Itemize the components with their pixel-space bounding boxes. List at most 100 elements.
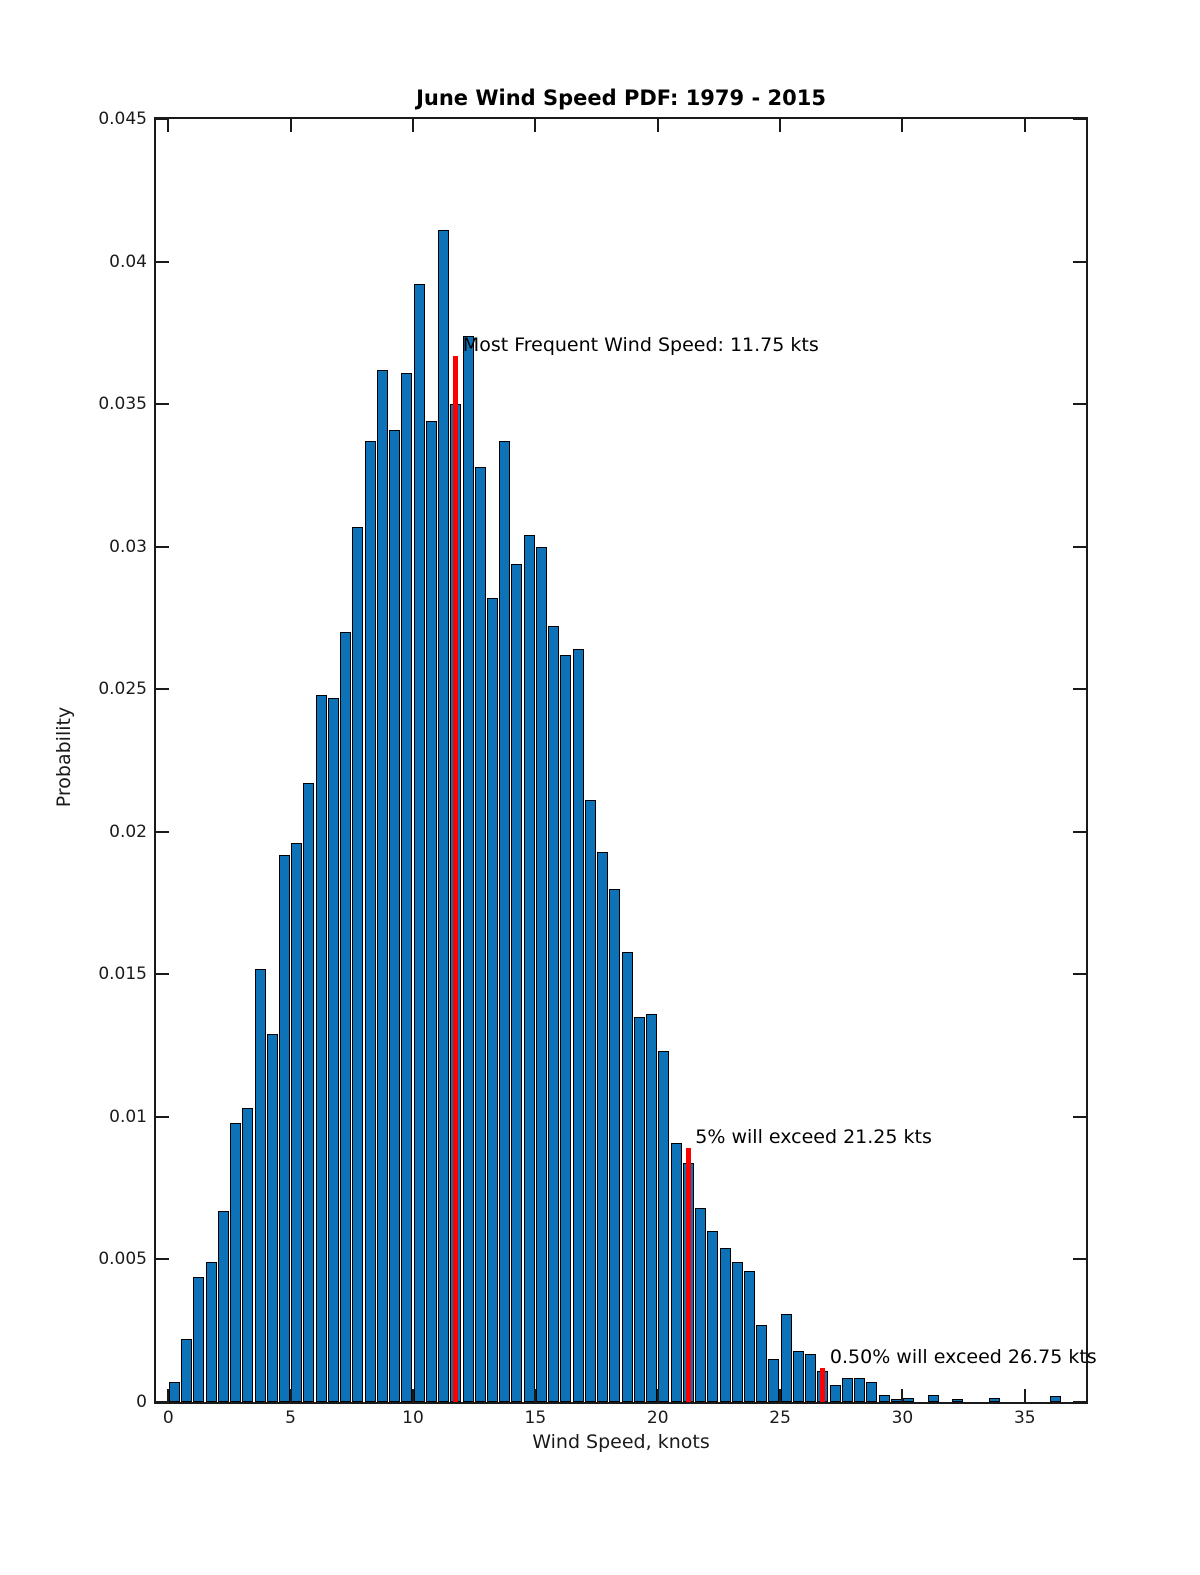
histogram-bar	[425, 421, 437, 1402]
x-tick-top	[656, 119, 659, 132]
y-tick-right	[1073, 1258, 1086, 1261]
x-tick-label: 25	[769, 1408, 791, 1428]
histogram-bar	[499, 441, 511, 1402]
histogram-bar	[805, 1353, 817, 1402]
x-tick-label: 20	[646, 1408, 669, 1428]
histogram-bar	[707, 1230, 719, 1402]
x-tick-bottom	[656, 1389, 659, 1402]
histogram-bar	[242, 1108, 254, 1402]
histogram-bar	[535, 546, 547, 1402]
x-tick-bottom	[901, 1389, 904, 1402]
y-tick-left	[156, 403, 169, 406]
x-tick-top	[167, 119, 170, 132]
y-tick-label: 0.005	[98, 1249, 147, 1270]
plot-area	[154, 117, 1088, 1404]
histogram-bar	[890, 1399, 902, 1402]
histogram-bar	[731, 1262, 743, 1402]
y-tick-label: 0.03	[109, 536, 147, 557]
histogram-bar	[756, 1325, 768, 1402]
x-tick-top	[289, 119, 292, 132]
x-tick-top	[1023, 119, 1026, 132]
y-axis-label: Probability	[53, 706, 75, 808]
histogram-bar	[792, 1350, 804, 1402]
histogram-bar	[217, 1210, 229, 1402]
histogram-bar	[487, 597, 498, 1402]
annotation-label-26.75: 0.50% will exceed 26.75 kts	[829, 1345, 1097, 1368]
x-tick-top	[901, 119, 904, 132]
y-tick-right	[1073, 973, 1086, 976]
histogram-bar	[413, 284, 425, 1402]
histogram-bar	[315, 694, 327, 1402]
x-tick-label: 35	[1013, 1408, 1036, 1428]
y-tick-left	[156, 1115, 169, 1118]
y-tick-right	[1073, 545, 1086, 548]
histogram-bar	[572, 649, 584, 1402]
histogram-bar	[364, 441, 376, 1402]
y-tick-right	[1073, 830, 1086, 833]
histogram-bar	[181, 1339, 193, 1402]
x-tick-top	[411, 119, 414, 132]
histogram-bar	[327, 697, 339, 1402]
y-tick-right	[1073, 260, 1086, 263]
histogram-bar	[878, 1394, 890, 1402]
histogram-bar	[462, 335, 474, 1402]
y-tick-right	[1073, 1115, 1086, 1118]
y-tick-right	[1073, 118, 1086, 120]
x-tick-bottom	[1023, 1389, 1026, 1402]
histogram-bar	[633, 1017, 645, 1402]
y-tick-label: 0.035	[98, 394, 147, 415]
histogram-bar	[829, 1384, 841, 1402]
histogram-bar	[584, 800, 596, 1402]
histogram-bar	[670, 1142, 682, 1402]
x-tick-label: 0	[162, 1408, 174, 1428]
histogram-bar	[646, 1014, 658, 1402]
histogram-bar	[438, 230, 450, 1402]
y-tick-left	[156, 973, 169, 976]
x-tick-bottom	[411, 1389, 414, 1402]
histogram-bar	[1049, 1396, 1061, 1402]
histogram-bar	[376, 369, 388, 1402]
histogram-bar	[743, 1270, 755, 1402]
histogram-bar	[841, 1377, 853, 1402]
histogram-bar	[511, 563, 523, 1402]
x-tick-label: 5	[285, 1408, 296, 1428]
histogram-bar	[621, 951, 633, 1402]
annotation-label-21.25: 5% will exceed 21.25 kts	[695, 1126, 932, 1149]
y-tick-label: 0.025	[98, 679, 147, 700]
histogram-bar	[352, 526, 364, 1402]
y-tick-left	[156, 1258, 169, 1261]
y-tick-right	[1073, 403, 1086, 406]
x-tick-label: 10	[402, 1408, 424, 1428]
histogram-bar	[695, 1208, 707, 1402]
histogram-bar	[597, 851, 609, 1402]
histogram-bar	[474, 466, 486, 1402]
y-tick-left	[156, 1401, 169, 1403]
x-axis-label: Wind Speed, knots	[532, 1431, 710, 1453]
x-tick-bottom	[289, 1389, 292, 1402]
histogram-bar	[291, 843, 303, 1402]
x-tick-top	[779, 119, 782, 132]
y-tick-left	[156, 260, 169, 263]
y-tick-right	[1073, 688, 1086, 691]
histogram-bar	[988, 1397, 1000, 1402]
histogram-bar	[205, 1262, 217, 1402]
histogram-bar	[903, 1397, 915, 1402]
histogram-bar	[768, 1359, 780, 1402]
x-tick-top	[534, 119, 537, 132]
histogram-bar	[193, 1276, 205, 1402]
annotation-label-11.75: Most Frequent Wind Speed: 11.75 kts	[462, 333, 819, 356]
quantile-line-26.75	[820, 1367, 826, 1402]
y-tick-label: 0.045	[98, 109, 147, 129]
y-tick-label: 0.04	[109, 251, 147, 272]
histogram-bar	[854, 1377, 866, 1402]
histogram-bar	[266, 1034, 278, 1402]
y-tick-label: 0	[136, 1392, 147, 1412]
histogram-bar	[523, 535, 535, 1402]
y-tick-right	[1073, 1401, 1086, 1403]
y-tick-left	[156, 118, 169, 120]
y-tick-label: 0.02	[109, 821, 147, 842]
y-tick-label: 0.015	[98, 964, 147, 985]
histogram-bar	[278, 854, 290, 1402]
x-tick-label: 30	[891, 1408, 914, 1428]
histogram-bar	[952, 1399, 963, 1402]
